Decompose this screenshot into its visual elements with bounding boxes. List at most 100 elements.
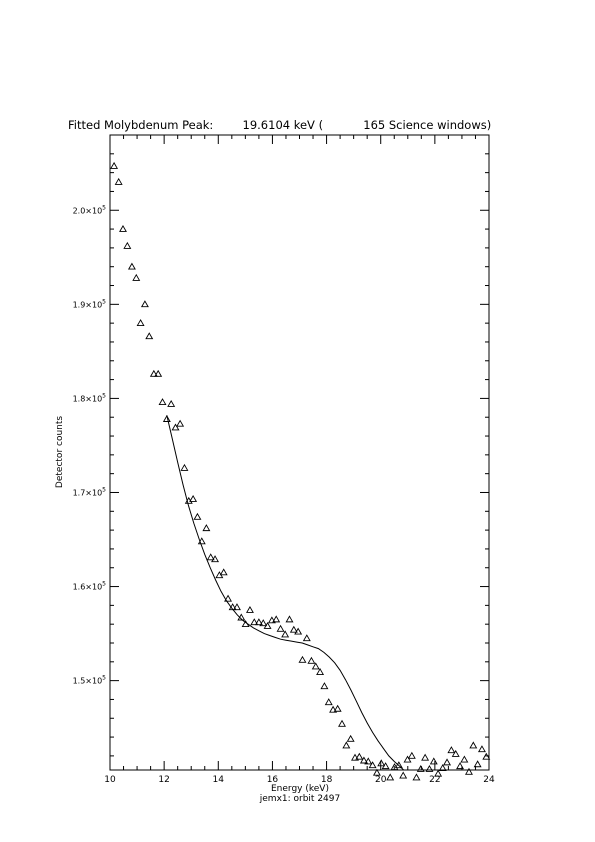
data-point xyxy=(381,762,390,770)
x-tick-labels: 10 12 14 16 18 20 22 24 xyxy=(104,775,495,785)
data-point xyxy=(342,741,351,749)
data-point xyxy=(224,594,233,602)
data-point xyxy=(211,555,220,563)
data-point xyxy=(272,615,281,623)
data-point xyxy=(281,630,290,638)
data-point xyxy=(202,524,211,532)
data-point xyxy=(145,332,154,340)
data-point xyxy=(193,512,202,520)
data-point xyxy=(285,615,294,623)
data-point xyxy=(289,625,298,633)
data-point xyxy=(167,399,176,407)
data-point xyxy=(140,300,149,308)
data-point xyxy=(228,603,237,611)
data-point xyxy=(464,767,473,775)
data-point xyxy=(416,764,425,772)
data-point xyxy=(259,619,268,627)
x-tick-label: 24 xyxy=(483,775,495,785)
data-point xyxy=(276,624,285,632)
data-point xyxy=(351,753,359,761)
data-point xyxy=(311,662,320,670)
x-tick-label: 14 xyxy=(213,775,225,785)
data-point xyxy=(162,414,171,422)
data-point xyxy=(394,761,403,769)
y-axis-label: Detector counts xyxy=(55,416,65,488)
data-point xyxy=(477,745,486,753)
data-point xyxy=(241,620,250,628)
data-point xyxy=(267,616,276,624)
data-point xyxy=(368,761,377,769)
data-point xyxy=(364,757,373,765)
data-point xyxy=(320,682,329,690)
data-point xyxy=(324,698,333,706)
axis-ticks xyxy=(109,134,490,770)
data-point xyxy=(176,419,185,427)
y-tick-labels: 1.5×105 1.6×105 1.7×105 1.8×105 1.9×105 2.0×1… xyxy=(73,204,107,685)
data-point xyxy=(386,773,395,781)
fit-curve xyxy=(166,415,405,771)
data-point xyxy=(307,656,316,664)
data-point xyxy=(250,618,259,626)
data-point xyxy=(232,603,241,611)
data-point xyxy=(154,369,163,377)
y-tick-label: 2.0×105 xyxy=(73,204,107,215)
x-axis-label: Energy (keV) xyxy=(271,784,329,794)
data-point xyxy=(114,177,123,185)
data-point xyxy=(127,262,136,270)
x-tick-label: 22 xyxy=(429,775,440,785)
data-point xyxy=(158,398,167,406)
data-point xyxy=(434,769,443,777)
y-tick-label: 1.7×105 xyxy=(73,486,107,497)
x-tick-label: 16 xyxy=(267,775,279,785)
data-point xyxy=(451,749,460,757)
data-point xyxy=(254,618,263,626)
data-point xyxy=(263,621,272,629)
data-point xyxy=(237,613,246,621)
data-point xyxy=(219,568,228,576)
data-point xyxy=(298,655,307,663)
data-point xyxy=(119,224,127,232)
data-point xyxy=(412,773,421,781)
data-point xyxy=(377,759,386,767)
data-point xyxy=(149,369,158,377)
data-point xyxy=(302,634,311,642)
data-point xyxy=(447,746,456,754)
data-point xyxy=(316,668,325,676)
y-tick-label: 1.5×105 xyxy=(73,675,107,686)
x-tick-label: 10 xyxy=(104,775,116,785)
data-point xyxy=(399,771,408,779)
data-point xyxy=(180,463,189,471)
y-tick-label: 1.9×105 xyxy=(73,298,107,309)
y-tick-label: 1.8×105 xyxy=(73,392,107,403)
data-point xyxy=(171,423,180,431)
data-point xyxy=(407,751,416,759)
data-points xyxy=(110,161,491,781)
data-point xyxy=(403,755,412,763)
chart-title: Fitted Molybdenum Peak: 19.6104 keV ( 16… xyxy=(68,118,491,132)
plot-frame xyxy=(109,134,490,771)
data-point xyxy=(110,161,119,169)
data-point xyxy=(123,241,132,249)
data-point xyxy=(355,752,364,760)
y-tick-label: 1.6×105 xyxy=(73,581,107,592)
data-point xyxy=(136,319,145,326)
data-point xyxy=(189,494,198,502)
footer-label: jemx1: orbit 2497 xyxy=(259,794,340,804)
data-point xyxy=(421,753,430,761)
data-point xyxy=(197,537,206,545)
data-point xyxy=(425,764,434,772)
data-point xyxy=(469,741,478,749)
data-point xyxy=(245,605,254,613)
data-point xyxy=(329,705,338,713)
data-point xyxy=(338,719,346,727)
data-point xyxy=(456,762,465,770)
x-tick-label: 18 xyxy=(321,775,333,785)
data-point xyxy=(460,755,469,763)
data-point xyxy=(438,764,447,771)
data-point xyxy=(443,758,452,766)
data-point xyxy=(294,627,303,635)
data-point xyxy=(206,553,215,561)
data-point xyxy=(346,734,355,742)
data-point xyxy=(132,273,141,281)
